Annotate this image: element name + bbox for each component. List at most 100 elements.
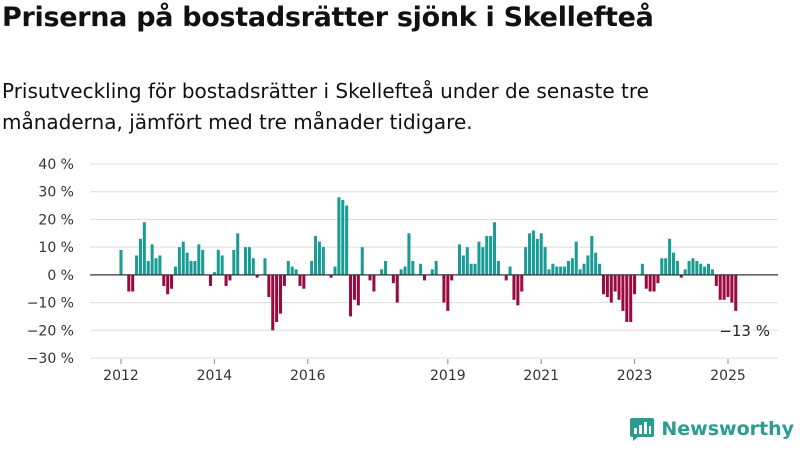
bar (146, 261, 150, 275)
bar (714, 274, 718, 286)
bar (730, 274, 734, 303)
bar (574, 241, 578, 275)
bar (633, 274, 637, 295)
bar (457, 244, 462, 275)
bar (535, 238, 539, 275)
bar (247, 247, 251, 275)
bar (263, 258, 267, 275)
bar (403, 266, 407, 275)
bar (629, 274, 633, 322)
bar (734, 274, 738, 311)
bar (609, 274, 613, 303)
bar (119, 249, 123, 275)
bar (407, 233, 411, 275)
bar (539, 233, 543, 275)
x-tick-label: 2019 (430, 368, 466, 384)
bar (201, 249, 205, 275)
bar (298, 274, 302, 286)
y-tick-label: −10 % (27, 296, 74, 312)
bar (668, 238, 672, 275)
bar (290, 266, 294, 275)
bar (601, 274, 605, 295)
x-tick-label: 2025 (710, 368, 746, 384)
newsworthy-logo-icon (630, 418, 655, 441)
bar (434, 261, 438, 275)
bar (679, 274, 683, 278)
grid-lines (90, 163, 778, 359)
bar (683, 269, 687, 275)
bar (341, 200, 345, 275)
bar (578, 269, 582, 275)
bar (135, 255, 139, 275)
bar (236, 233, 240, 275)
bar (395, 274, 399, 303)
bar (442, 274, 446, 303)
y-tick-label: 40 % (38, 157, 74, 173)
bar (154, 258, 158, 275)
bar (598, 263, 602, 275)
bar (473, 263, 477, 275)
bar (687, 261, 691, 275)
bar (675, 261, 679, 275)
bar (710, 269, 714, 275)
bar (279, 274, 283, 314)
y-axis-ticks: 40 % 30 % 20 % 10 % 0 % −10 % −20 % −30 % (27, 157, 74, 367)
chart-subtitle: Prisutveckling för bostadsrätter i Skell… (2, 79, 649, 134)
bar (193, 261, 197, 275)
bar (691, 258, 695, 275)
bar (656, 274, 660, 284)
bar (411, 261, 415, 275)
bar (559, 266, 563, 275)
bar (477, 241, 481, 275)
bar (384, 261, 388, 275)
bar (294, 269, 298, 275)
bar (310, 261, 314, 275)
bar (695, 261, 699, 275)
bar-chart: 40 %30 %20 %10 %0 %−10 %−20 %−30 % 2012 2… (27, 157, 778, 384)
bar (508, 266, 512, 275)
bar (360, 247, 364, 275)
bar (399, 269, 403, 275)
bar (512, 274, 516, 300)
bar (563, 266, 567, 275)
bar (450, 274, 454, 281)
bar (228, 274, 232, 281)
bar (158, 255, 162, 275)
bar (520, 274, 524, 292)
chart-title: Priserna på bostadsrätter sjönk i Skelle… (2, 2, 654, 33)
x-tick-label: 2016 (290, 368, 326, 384)
bar (349, 274, 353, 317)
bar (317, 241, 321, 275)
bar (586, 255, 590, 275)
bar (243, 247, 248, 275)
newsworthy-brand: Newsworthy (629, 416, 794, 442)
bar (173, 266, 177, 275)
x-tick-label: 2023 (617, 368, 653, 384)
bar (594, 252, 598, 275)
bar (469, 263, 473, 275)
x-tick-label: 2014 (197, 368, 233, 384)
y-tick-label: 20 % (38, 212, 74, 228)
bar (504, 274, 508, 281)
last-value-label: −13 % (719, 322, 770, 340)
bar (703, 266, 707, 275)
bar (648, 274, 652, 292)
bar (625, 274, 629, 322)
bar (718, 274, 722, 300)
bar (380, 269, 384, 275)
x-tick-label: 2012 (103, 368, 139, 384)
bar (356, 274, 360, 306)
bar (644, 274, 648, 289)
bar (551, 263, 555, 275)
bar (516, 274, 520, 306)
bar (617, 274, 621, 300)
bar (419, 263, 423, 275)
x-axis-ticks: 2012 2014 2016 2019 2021 2023 2025 (103, 359, 746, 384)
bar (613, 274, 617, 292)
bar (181, 241, 185, 275)
y-tick-label: 30 % (38, 185, 74, 201)
bar (699, 263, 703, 275)
bar (726, 274, 730, 298)
bar (528, 233, 532, 275)
bar (664, 258, 668, 275)
